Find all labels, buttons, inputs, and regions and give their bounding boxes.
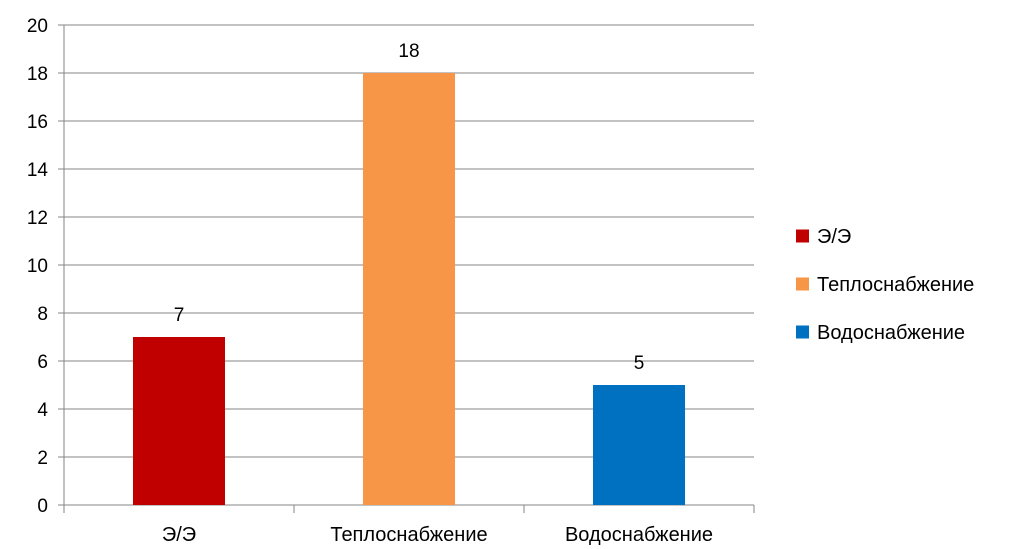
y-tick-label: 6 bbox=[37, 352, 48, 373]
data-labels: 7 18 5 bbox=[174, 41, 645, 374]
bar-2 bbox=[363, 73, 455, 505]
y-tick-label: 18 bbox=[27, 64, 48, 85]
data-label: 18 bbox=[398, 41, 419, 62]
data-label: 7 bbox=[174, 305, 185, 326]
bar-3 bbox=[593, 385, 685, 505]
y-axis-ticks: 0 2 4 6 8 10 12 14 16 18 20 bbox=[27, 16, 64, 517]
legend-swatch bbox=[796, 229, 809, 243]
legend: Э/Э Теплоснабжение Водоснабжение bbox=[796, 226, 974, 344]
y-tick-label: 12 bbox=[27, 208, 48, 229]
legend-swatch bbox=[796, 277, 809, 291]
y-tick-label: 8 bbox=[37, 304, 48, 325]
y-tick-label: 2 bbox=[37, 448, 48, 469]
x-category-label: Теплоснабжение bbox=[330, 524, 487, 546]
legend-swatch bbox=[796, 325, 809, 339]
y-tick-label: 16 bbox=[27, 112, 48, 133]
legend-label: Э/Э bbox=[817, 226, 851, 248]
legend-label: Водоснабжение bbox=[817, 322, 965, 344]
bars bbox=[133, 73, 685, 505]
legend-label: Теплоснабжение bbox=[817, 274, 974, 296]
data-label: 5 bbox=[634, 353, 645, 374]
y-tick-label: 14 bbox=[27, 160, 49, 181]
y-tick-label: 10 bbox=[27, 256, 48, 277]
y-tick-label: 20 bbox=[27, 16, 48, 37]
x-category-label: Э/Э bbox=[162, 524, 196, 546]
x-category-label: Водоснабжение bbox=[565, 524, 713, 546]
bar-1 bbox=[133, 337, 225, 505]
y-tick-label: 0 bbox=[37, 496, 48, 517]
x-axis-labels: Э/Э Теплоснабжение Водоснабжение bbox=[162, 524, 713, 546]
y-tick-label: 4 bbox=[37, 400, 48, 421]
